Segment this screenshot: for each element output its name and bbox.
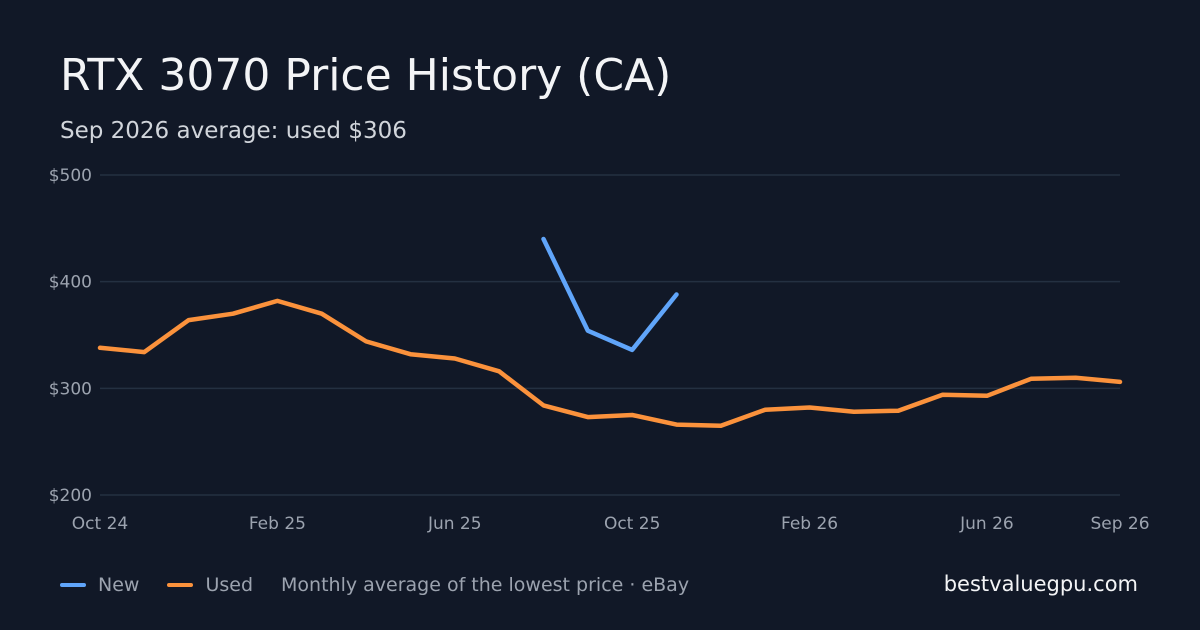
y-tick-label: $200 bbox=[49, 486, 92, 506]
legend-label-used: Used bbox=[205, 574, 254, 596]
series-line-used bbox=[97, 298, 1123, 428]
y-tick-label: $500 bbox=[49, 166, 92, 186]
grid-lines bbox=[100, 174, 1120, 496]
chart-title: RTX 3070 Price History (CA) bbox=[60, 50, 672, 101]
y-axis-ticks: $200 $300 $400 $500 bbox=[49, 166, 92, 506]
series-line-new bbox=[541, 236, 679, 353]
legend-label-new: New bbox=[98, 574, 140, 596]
x-tick-label: Oct 24 bbox=[72, 514, 128, 534]
x-tick-label: Feb 25 bbox=[249, 514, 306, 534]
chart-subtitle: Sep 2026 average: used $306 bbox=[60, 118, 407, 144]
chart-footer: New Used Monthly average of the lowest p… bbox=[60, 574, 689, 596]
x-tick-label: Feb 26 bbox=[781, 514, 838, 534]
legend-item-new: New bbox=[60, 574, 139, 596]
x-tick-label: Jun 25 bbox=[427, 514, 482, 534]
x-tick-label: Jun 26 bbox=[959, 514, 1014, 534]
x-axis-ticks: Oct 24 Feb 25 Jun 25 Oct 25 Feb 26 Jun 26 Sep … bbox=[72, 514, 1150, 534]
legend-swatch-used bbox=[167, 583, 194, 587]
y-tick-label: $400 bbox=[49, 273, 92, 293]
x-tick-label: Sep 26 bbox=[1090, 514, 1149, 534]
site-name: bestvaluegpu.com bbox=[943, 572, 1138, 596]
data-source-note: Monthly average of the lowest price · eB… bbox=[281, 574, 690, 596]
legend-swatch-new bbox=[60, 583, 86, 587]
y-tick-label: $300 bbox=[49, 379, 92, 399]
legend-item-used: Used bbox=[167, 574, 253, 596]
x-tick-label: Oct 25 bbox=[604, 514, 660, 534]
series-lines bbox=[97, 236, 1123, 428]
